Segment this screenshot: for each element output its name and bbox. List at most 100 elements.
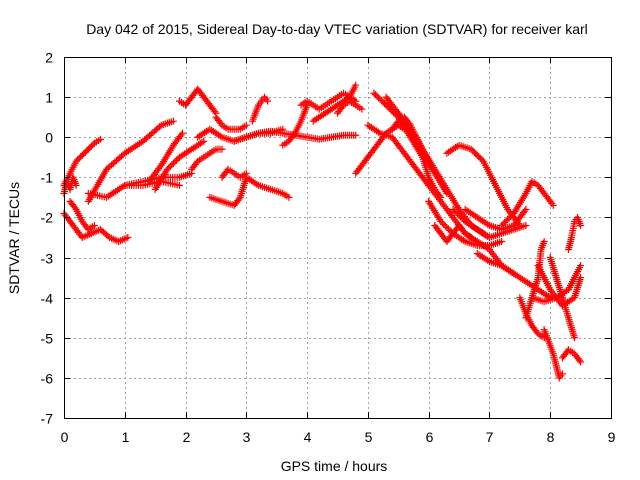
data-point bbox=[175, 181, 183, 189]
data-point bbox=[501, 218, 509, 226]
series-arc-43 bbox=[564, 213, 585, 254]
y-tick-label: -5 bbox=[41, 331, 54, 347]
data-point bbox=[440, 220, 448, 228]
data-point bbox=[521, 207, 529, 215]
data-point bbox=[77, 153, 85, 161]
data-point bbox=[166, 162, 174, 170]
data-point bbox=[242, 121, 250, 129]
chart-title: Day 042 of 2015, Sidereal Day-to-day VTE… bbox=[86, 21, 588, 37]
data-point bbox=[96, 135, 104, 143]
data-point bbox=[165, 164, 173, 172]
x-tick-label: 9 bbox=[608, 429, 616, 445]
data-point bbox=[472, 150, 480, 158]
data-point bbox=[124, 234, 132, 241]
data-point bbox=[78, 151, 86, 159]
data-point bbox=[498, 238, 506, 246]
series-arc-12 bbox=[188, 145, 226, 173]
x-tick-label: 4 bbox=[304, 429, 312, 445]
series-arc-31 bbox=[443, 141, 524, 229]
data-point bbox=[545, 196, 553, 204]
series-arc-05 bbox=[84, 117, 177, 205]
data-point bbox=[571, 334, 579, 342]
data-point bbox=[505, 214, 513, 222]
data-point bbox=[87, 142, 95, 150]
x-tick-label: 0 bbox=[61, 429, 69, 445]
data-point bbox=[290, 131, 298, 139]
data-point bbox=[502, 217, 510, 225]
data-point bbox=[84, 145, 92, 153]
data-point bbox=[470, 148, 478, 156]
data-point bbox=[235, 195, 243, 203]
data-point bbox=[370, 89, 378, 97]
data-point bbox=[437, 217, 445, 225]
y-tick-label: 1 bbox=[45, 90, 53, 106]
series-arc-23 bbox=[364, 121, 433, 189]
data-point bbox=[71, 204, 79, 212]
y-axis-label: SDTVAR / TECUs bbox=[6, 182, 22, 294]
y-tick-label: -1 bbox=[41, 170, 54, 186]
data-point bbox=[169, 117, 177, 125]
series-arc-32 bbox=[449, 205, 530, 241]
data-point bbox=[441, 222, 449, 230]
data-point bbox=[373, 92, 381, 100]
data-point bbox=[358, 105, 366, 113]
series-arc-14 bbox=[206, 173, 293, 209]
data-point bbox=[352, 81, 360, 89]
data-point bbox=[558, 370, 566, 378]
data-point bbox=[533, 328, 541, 336]
series-arc-40 bbox=[540, 326, 566, 382]
series-arc-39 bbox=[534, 262, 585, 310]
data-point bbox=[163, 165, 171, 173]
data-point bbox=[444, 225, 452, 233]
y-tick-label: -6 bbox=[41, 371, 54, 387]
y-tick-label: -2 bbox=[41, 210, 54, 226]
data-point bbox=[375, 94, 383, 102]
data-point bbox=[179, 129, 187, 137]
series-arc-04 bbox=[66, 197, 98, 233]
y-tick-label: 2 bbox=[45, 50, 53, 66]
data-point bbox=[217, 120, 225, 128]
series-arc-15 bbox=[218, 165, 250, 181]
data-point bbox=[507, 212, 515, 220]
data-point bbox=[449, 205, 457, 213]
data-points bbox=[60, 81, 585, 382]
data-point bbox=[177, 131, 185, 139]
series-arc-19 bbox=[297, 89, 360, 113]
data-point bbox=[285, 193, 293, 201]
x-tick-label: 6 bbox=[426, 429, 434, 445]
data-point bbox=[382, 101, 390, 109]
series-arc-09 bbox=[145, 129, 187, 185]
data-point bbox=[378, 97, 386, 105]
series-arc-30 bbox=[431, 221, 475, 246]
data-point bbox=[549, 201, 557, 209]
data-point bbox=[168, 161, 176, 169]
data-point bbox=[577, 274, 585, 282]
data-point bbox=[218, 145, 226, 153]
data-point bbox=[540, 238, 548, 246]
y-tick-label: -3 bbox=[41, 251, 54, 267]
data-point bbox=[376, 95, 384, 103]
data-point bbox=[575, 356, 583, 364]
data-point bbox=[499, 220, 507, 228]
series-arc-11 bbox=[212, 113, 250, 133]
data-point bbox=[467, 145, 475, 153]
series-arc-22 bbox=[352, 121, 408, 177]
data-point bbox=[156, 123, 164, 131]
data-point bbox=[169, 159, 177, 167]
x-axis-ticks: 0 1 2 3 4 5 6 7 8 9 bbox=[61, 57, 616, 445]
data-point bbox=[443, 223, 451, 231]
series-arc-17 bbox=[248, 93, 272, 125]
series-arc-35 bbox=[498, 177, 557, 229]
series-arc-08 bbox=[151, 137, 208, 193]
data-point bbox=[460, 228, 468, 236]
data-point bbox=[384, 103, 392, 111]
data-point bbox=[338, 103, 346, 111]
series-arc-18 bbox=[279, 101, 311, 149]
series-arc-10 bbox=[175, 85, 220, 117]
data-point bbox=[450, 207, 458, 215]
data-point bbox=[81, 148, 89, 156]
x-tick-label: 2 bbox=[183, 429, 191, 445]
x-axis-label: GPS time / hours bbox=[281, 458, 388, 474]
data-point bbox=[504, 215, 512, 223]
y-tick-label: -7 bbox=[41, 411, 54, 427]
